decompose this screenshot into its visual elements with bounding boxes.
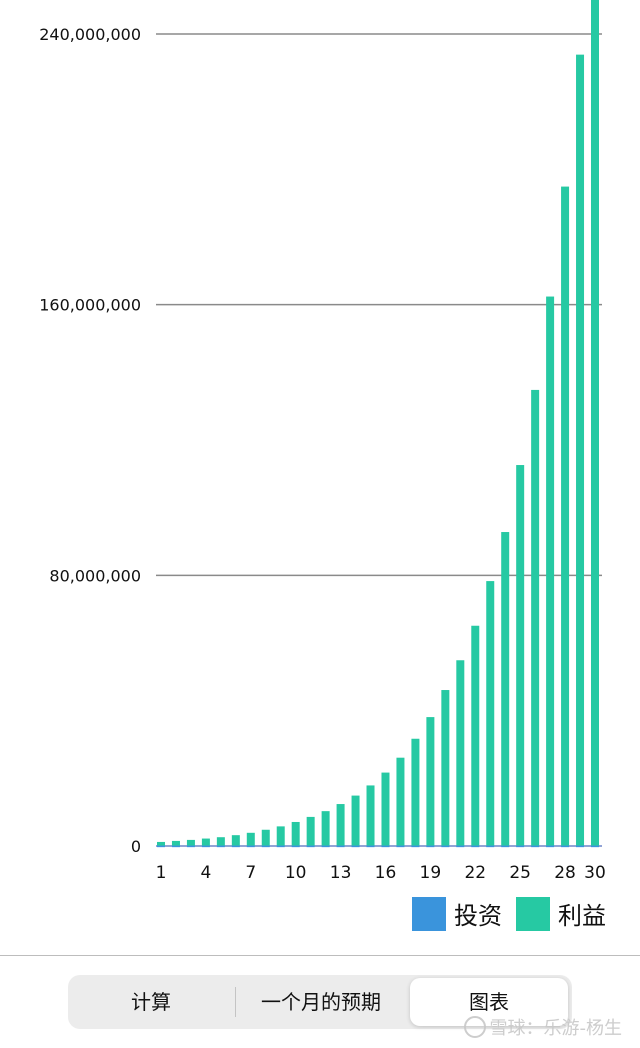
bar-profit — [411, 738, 420, 846]
bar-invest — [171, 845, 180, 848]
x-tick-label: 19 — [420, 863, 442, 883]
bar-profit — [201, 838, 210, 846]
bar-profit — [591, 0, 599, 846]
bar-invest — [591, 845, 599, 848]
tab-chart-selected[interactable]: 图表 — [410, 978, 568, 1026]
legend-swatch-profit — [516, 896, 550, 931]
legend-label-invest: 投资 — [454, 902, 502, 930]
divider — [0, 955, 640, 956]
bar-profit — [546, 296, 555, 846]
x-tick-label: 16 — [375, 863, 397, 883]
bar-invest — [186, 845, 195, 848]
bar-invest — [336, 845, 345, 848]
bar-profit — [336, 804, 345, 846]
bar-profit — [471, 625, 480, 846]
x-tick-label: 10 — [285, 863, 307, 883]
bar-invest — [576, 845, 585, 848]
x-tick-label: 13 — [330, 863, 352, 883]
bar-invest — [261, 845, 270, 848]
bar-invest — [561, 845, 570, 848]
y-tick-label: 160,000,000 — [39, 296, 141, 315]
bar-invest — [471, 845, 480, 848]
legend-swatch-invest — [412, 896, 446, 931]
x-tick-label: 22 — [464, 863, 486, 883]
x-tick-label: 25 — [509, 863, 531, 883]
x-tick-label: 30 — [584, 863, 606, 883]
bar-invest — [231, 845, 240, 848]
bar-profit — [516, 465, 525, 846]
watermark-text: 雪球：乐游-杨生 — [489, 1018, 623, 1039]
bar-invest — [157, 845, 165, 848]
bar-invest — [516, 845, 525, 848]
legend-label-profit: 利益 — [558, 902, 606, 930]
bar-invest — [216, 845, 225, 848]
bar-profit — [351, 795, 360, 846]
x-tick-label: 7 — [245, 863, 256, 883]
bar-profit — [366, 785, 375, 846]
bar-invest — [291, 845, 300, 848]
segmented-control: 计算 一个月的预期 图表 — [68, 975, 572, 1029]
bar-invest — [441, 845, 450, 848]
bar-profit — [246, 832, 255, 846]
y-tick-label: 80,000,000 — [49, 566, 141, 585]
bar-invest — [456, 845, 465, 848]
bar-invest — [546, 845, 555, 848]
bar-profit — [321, 811, 330, 846]
bar-profit — [157, 841, 165, 846]
bar-profit — [456, 660, 465, 846]
bar-invest — [321, 845, 330, 848]
y-axis-tick-labels: 0 80,000,000 160,000,000 240,000,000 — [39, 25, 141, 856]
bar-invest — [276, 845, 285, 848]
bar-profit — [171, 840, 180, 846]
bar-profit — [276, 826, 285, 846]
bar-profit — [186, 839, 195, 846]
tab-separator — [235, 987, 236, 1017]
chart-legend: 投资 利益 — [412, 896, 606, 931]
x-tick-label: 28 — [554, 863, 576, 883]
legend-item-profit: 利益 — [516, 896, 606, 931]
bar-invest — [366, 845, 375, 848]
bar-profit — [531, 389, 540, 846]
bar-series — [157, 0, 599, 848]
bar-invest — [201, 845, 210, 848]
snowball-logo-icon — [463, 1016, 486, 1038]
legend-item-invest: 投资 — [412, 896, 502, 931]
bar-invest — [486, 845, 495, 848]
bar-invest — [381, 845, 390, 848]
tab-monthly-forecast[interactable]: 一个月的预期 — [261, 990, 381, 1014]
bar-profit — [501, 532, 510, 846]
bar-profit — [306, 816, 315, 846]
bar-profit — [261, 829, 270, 846]
bar-invest — [306, 845, 315, 848]
x-axis-tick-labels: 1 4 7 10 13 16 19 22 25 28 30 — [156, 863, 606, 883]
bar-invest — [396, 845, 405, 848]
tab-calc[interactable]: 计算 — [131, 990, 171, 1014]
bar-invest — [501, 845, 510, 848]
bar-invest — [426, 845, 435, 848]
watermark: 雪球：乐游-杨生 — [463, 1014, 623, 1040]
x-tick-label: 4 — [200, 863, 211, 883]
bar-profit — [216, 837, 225, 846]
bar-invest — [246, 845, 255, 848]
bar-profit — [441, 690, 450, 846]
bar-invest — [531, 845, 540, 848]
bar-profit — [486, 581, 495, 846]
bar-profit — [231, 835, 240, 846]
grid-lines — [156, 33, 602, 847]
y-tick-label: 240,000,000 — [39, 25, 141, 44]
bar-profit — [561, 186, 570, 846]
bar-invest — [411, 845, 420, 848]
bar-profit — [396, 757, 405, 846]
bar-invest — [351, 845, 360, 848]
y-tick-label: 0 — [131, 837, 141, 856]
bar-profit — [291, 821, 300, 846]
bar-profit — [576, 54, 585, 846]
bar-profit — [381, 772, 390, 846]
bar-profit — [426, 717, 435, 846]
x-tick-label: 1 — [156, 863, 167, 883]
